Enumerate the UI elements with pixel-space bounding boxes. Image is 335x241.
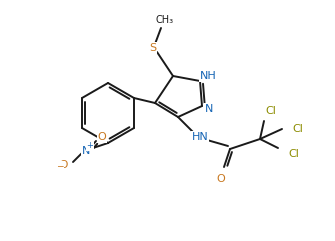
Text: +: + — [86, 141, 93, 150]
Text: NH: NH — [200, 71, 216, 81]
Text: ·O: ·O — [57, 160, 69, 170]
Text: N: N — [205, 104, 213, 114]
Text: N: N — [82, 146, 90, 156]
Text: O: O — [217, 174, 225, 184]
Text: Cl: Cl — [266, 106, 276, 116]
Text: −: − — [56, 161, 64, 170]
Text: Cl: Cl — [288, 149, 299, 159]
Text: O: O — [97, 132, 107, 142]
Text: Cl: Cl — [292, 124, 304, 134]
Text: CH₃: CH₃ — [156, 15, 174, 25]
Text: HN: HN — [192, 132, 208, 142]
Text: S: S — [149, 43, 156, 53]
